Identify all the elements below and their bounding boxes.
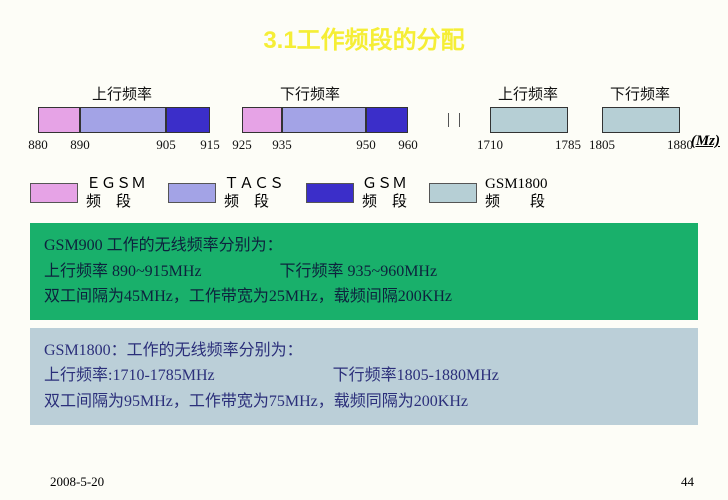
freq-tick: 915 (200, 137, 220, 153)
legend-item: ＥＧＳＭ频 段 (30, 175, 146, 211)
spectrum-band (602, 107, 680, 133)
spectrum-band (282, 107, 366, 133)
footer: 2008-5-20 44 (50, 474, 694, 490)
freq-tick: 880 (28, 137, 48, 153)
freq-tick: 905 (156, 137, 176, 153)
spectrum-band (38, 107, 80, 133)
legend-label: ＥＧＳＭ频 段 (86, 175, 146, 211)
freq-tick: 1805 (589, 137, 615, 153)
freq-tick: 925 (232, 137, 252, 153)
legend-swatch (30, 183, 78, 203)
spectrum-band (166, 107, 210, 133)
legend-item: ＧＳＭ频 段 (306, 175, 407, 211)
legend-swatch (306, 183, 354, 203)
freq-tick: 1785 (555, 137, 581, 153)
legend: ＥＧＳＭ频 段 ＴＡＣＳ频 段 ＧＳＭ频 段 GSM1800频 段 (30, 175, 698, 211)
legend-label: ＴＡＣＳ频 段 (224, 175, 284, 211)
band-direction-label: 上行频率 (498, 83, 558, 104)
legend-label: GSM1800频 段 (485, 175, 548, 211)
legend-swatch (168, 183, 216, 203)
legend-item: ＴＡＣＳ频 段 (168, 175, 284, 211)
text-line: 上行频率 890~915MHz 下行频率 935~960MHz (44, 259, 684, 285)
spectrum-chart: (Mz) 上行频率下行频率上行频率下行频率8808909059159259359… (20, 85, 708, 165)
spectrum-band (366, 107, 408, 133)
freq-tick: 890 (70, 137, 90, 153)
freq-tick: 950 (356, 137, 376, 153)
legend-label: ＧＳＭ频 段 (362, 175, 407, 211)
footer-date: 2008-5-20 (50, 474, 104, 490)
axis-break-marker (448, 113, 460, 127)
legend-item: GSM1800频 段 (429, 175, 548, 211)
text-line: 双工间隔为45MHz，工作带宽为25MHz，载频间隔200KHz (44, 284, 684, 310)
band-direction-label: 上行频率 (92, 83, 152, 104)
band-direction-label: 下行频率 (280, 83, 340, 104)
slide-title: 3.1工作频段的分配 (0, 0, 728, 55)
text-line: 上行频率:1710-1785MHz 下行频率1805-1880MHz (44, 363, 684, 389)
text-line: GSM1800：工作的无线频率分别为： (44, 338, 684, 364)
spectrum-band (490, 107, 568, 133)
freq-tick: 935 (272, 137, 292, 153)
text-line: 双工间隔为95MHz，工作带宽为75MHz，载频同隔为200KHz (44, 389, 684, 415)
footer-page: 44 (681, 474, 694, 490)
band-direction-label: 下行频率 (610, 83, 670, 104)
gsm1800-info-box: GSM1800：工作的无线频率分别为： 上行频率:1710-1785MHz 下行… (30, 328, 698, 425)
legend-swatch (429, 183, 477, 203)
unit-label: (Mz) (691, 133, 720, 150)
spectrum-band (242, 107, 282, 133)
freq-tick: 960 (398, 137, 418, 153)
freq-tick: 1710 (477, 137, 503, 153)
spectrum-band (80, 107, 166, 133)
gsm900-info-box: GSM900 工作的无线频率分别为： 上行频率 890~915MHz 下行频率 … (30, 223, 698, 320)
freq-tick: 1880 (667, 137, 693, 153)
text-line: GSM900 工作的无线频率分别为： (44, 233, 684, 259)
